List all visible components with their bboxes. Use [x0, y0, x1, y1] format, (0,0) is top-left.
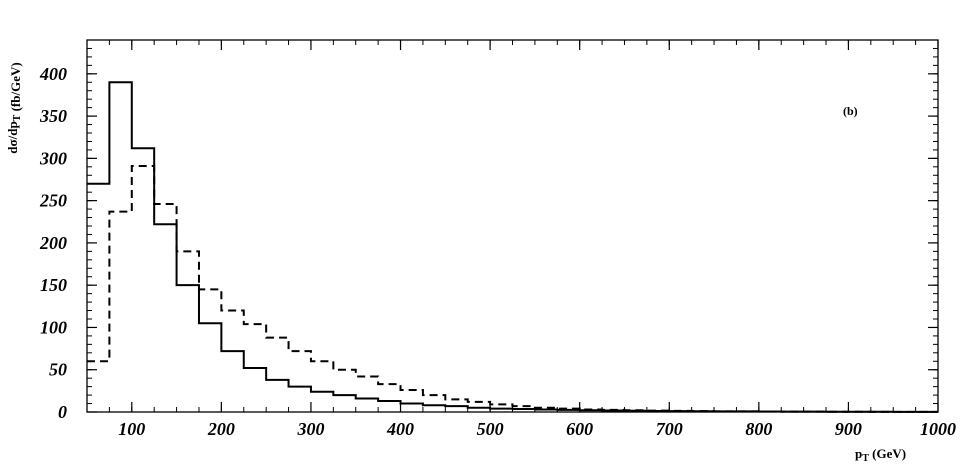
- y-tick-label: 200: [39, 233, 67, 253]
- x-tick-label: 600: [566, 419, 593, 439]
- y-axis-title-sub: T: [12, 114, 23, 121]
- major-ticks: [87, 40, 939, 413]
- x-tick-label: 300: [296, 419, 324, 439]
- x-tick-label: 700: [656, 419, 683, 439]
- x-tick-label: 100: [118, 419, 145, 439]
- x-axis-title-rest: (GeV): [869, 446, 906, 461]
- y-tick-label: 100: [40, 317, 67, 337]
- x-axis-title-main: p: [855, 446, 862, 461]
- y-tick-label: 350: [39, 106, 67, 126]
- x-tick-label: 200: [207, 419, 235, 439]
- x-tick-label: 400: [386, 419, 414, 439]
- x-tick-label: 800: [745, 419, 772, 439]
- y-tick-label: 50: [49, 360, 67, 380]
- y-tick-label: 0: [58, 402, 67, 422]
- y-tick-label: 300: [39, 148, 67, 168]
- y-tick-label: 400: [39, 64, 67, 84]
- minor-ticks: [86, 39, 939, 413]
- y-axis-title: dσ/dpT (fb/GeV): [5, 62, 23, 153]
- panel-annotation: (b): [843, 104, 858, 118]
- series-layer: [87, 81, 938, 413]
- x-tick-label: 500: [477, 419, 504, 439]
- y-tick-label: 150: [40, 275, 67, 295]
- x-tick-labels: 100 200 300 400 500 600 700 800 900 1000: [118, 419, 956, 439]
- x-tick-label: 900: [835, 419, 862, 439]
- x-axis-title-sub: T: [862, 453, 869, 464]
- dashed-series-line: [87, 164, 938, 413]
- plot-frame: [86, 39, 939, 413]
- y-tick-labels: 0 50 100 150 200 250 300 350 400: [39, 64, 67, 422]
- y-axis-title-main: dσ/dp: [5, 121, 20, 153]
- solid-series-line: [87, 81, 938, 413]
- x-axis-title: pT (GeV): [855, 446, 906, 464]
- y-axis-title-rest: (fb/GeV): [8, 62, 23, 114]
- y-tick-label: 250: [39, 191, 67, 211]
- x-tick-label: 1000: [920, 419, 956, 439]
